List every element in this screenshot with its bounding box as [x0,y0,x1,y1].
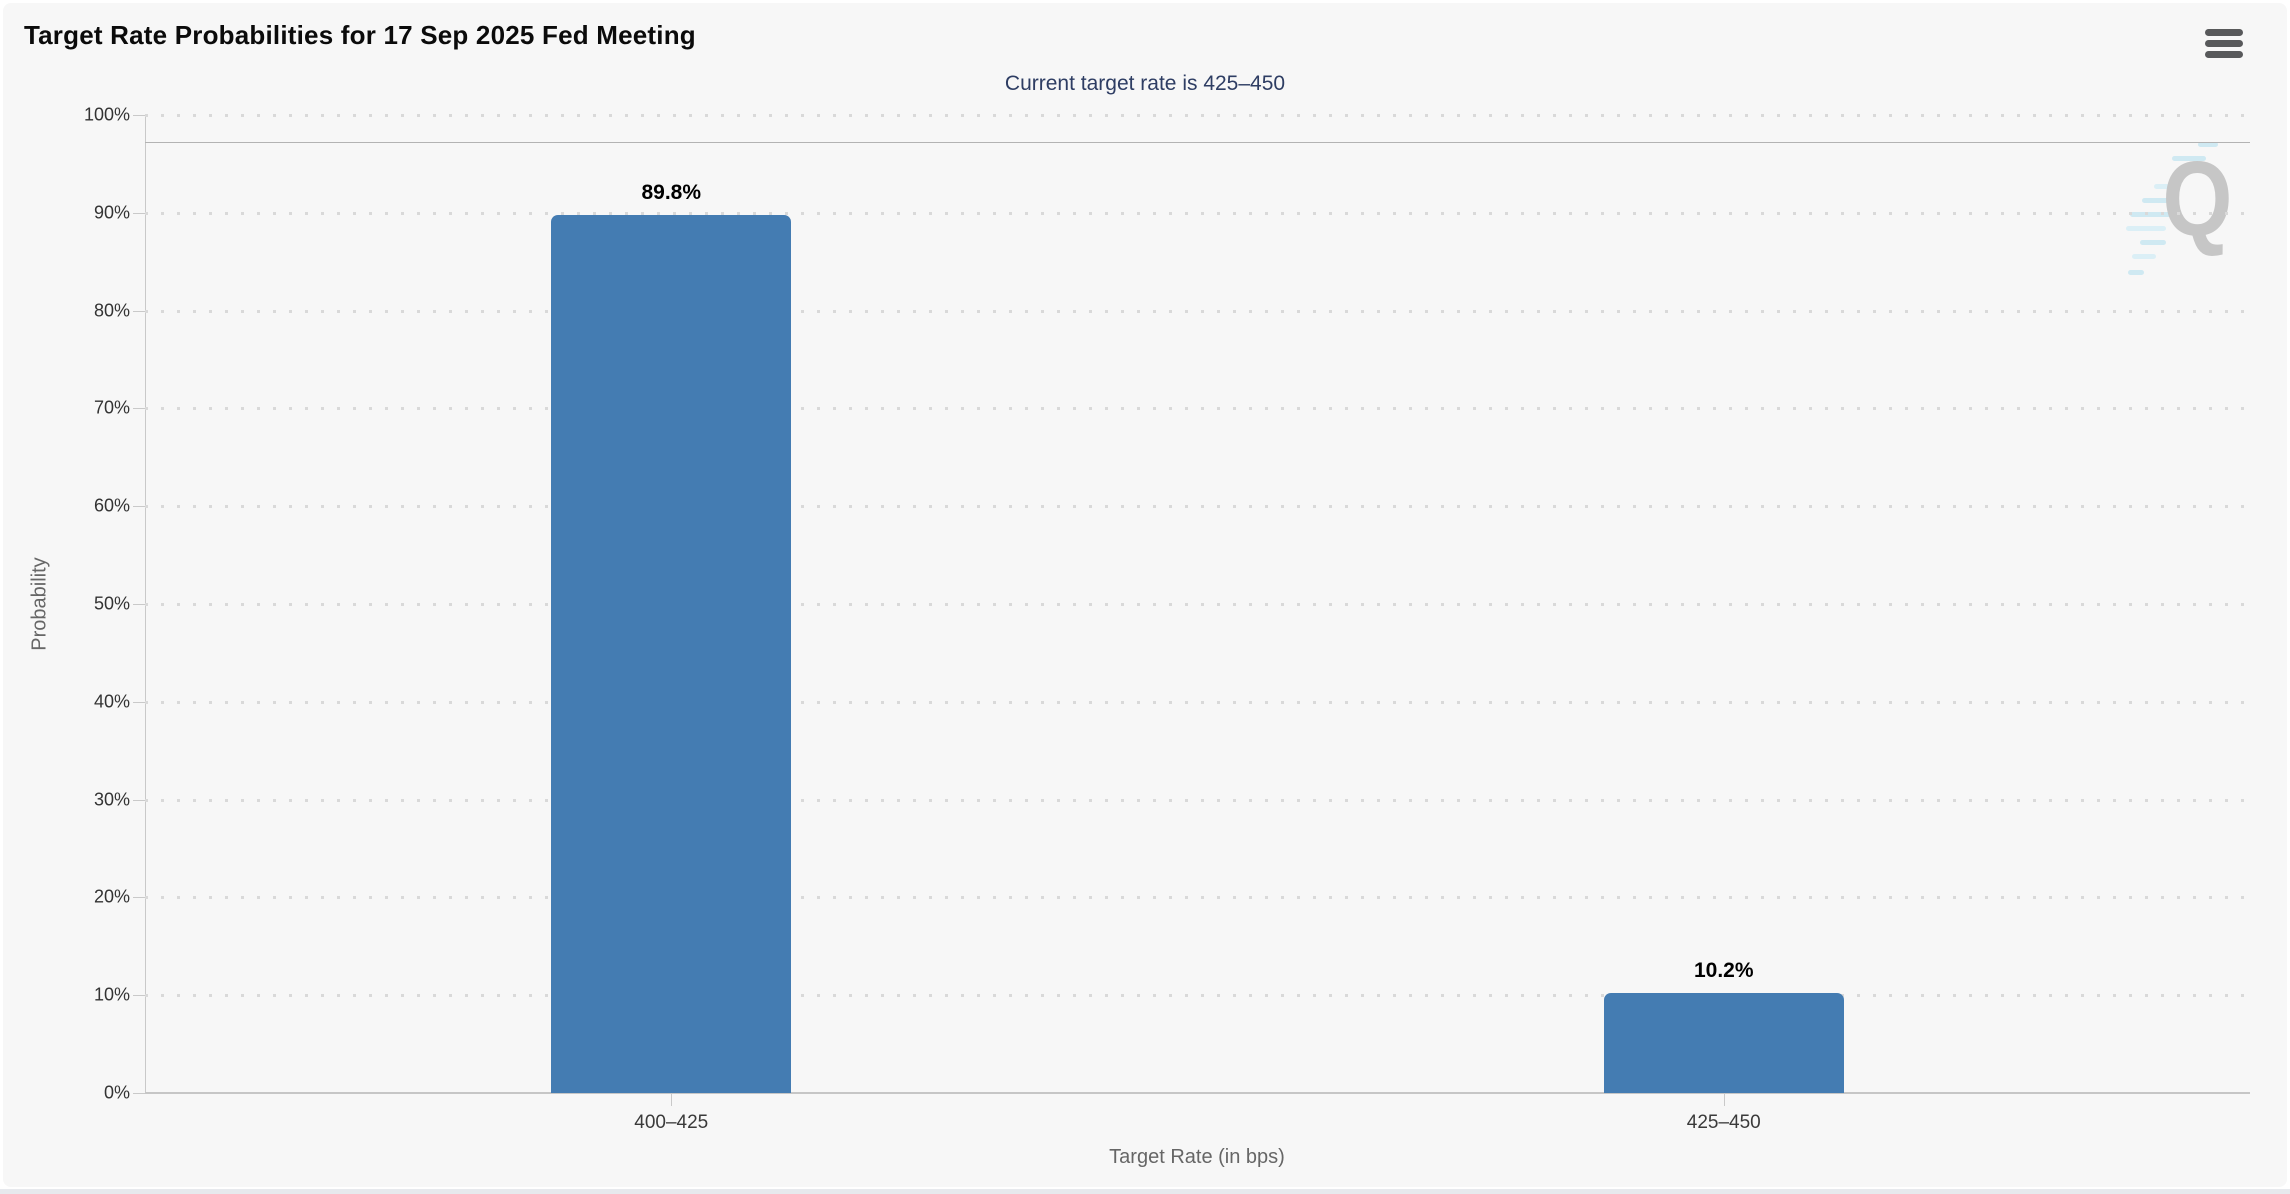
y-axis-tick [133,604,145,605]
x-axis-tick [1723,1094,1725,1106]
y-gridline [145,896,2250,900]
y-gridline [145,505,2250,509]
x-axis-category-label: 425–450 [1686,1112,1761,1133]
y-axis-tick-label: 0% [103,1082,130,1103]
y-axis-tick [133,995,145,997]
reference-line [145,142,2250,144]
y-axis-tick-label: 10% [93,984,130,1005]
chart-context-menu-button[interactable] [2201,24,2247,62]
y-gridline [145,700,2250,704]
y-axis-tick-label: 30% [93,789,130,810]
chart-subtitle: Current target rate is 425–450 [1004,72,1286,95]
hamburger-bar [2205,39,2243,47]
bottom-page-edge [0,1189,2290,1194]
y-gridline [145,114,2250,117]
y-axis-tick [133,897,145,899]
y-axis-tick [133,799,145,801]
y-axis-tick [133,115,145,116]
y-axis-tick [133,506,145,508]
y-axis-tick-label: 20% [93,886,130,907]
y-axis-tick-label: 50% [93,593,130,614]
bar-value-label: 89.8% [641,180,702,204]
y-axis-tick [133,701,145,703]
y-axis-tick-label: 80% [93,300,130,321]
x-axis-line [145,1092,2250,1094]
probability-bar[interactable] [551,214,792,1093]
y-gridline [145,309,2250,313]
chart-panel [3,3,2287,1187]
y-axis-tick-label: 60% [93,495,130,516]
y-axis-tick [133,408,145,410]
chart-title: Target Rate Probabilities for 17 Sep 202… [24,20,696,50]
x-axis-title: Target Rate (in bps) [1109,1146,1285,1168]
y-axis-tick-label: 70% [93,397,130,418]
y-axis-tick [133,1093,145,1094]
y-gridline [145,994,2250,998]
y-gridline [145,211,2250,215]
y-gridline [145,407,2250,411]
bar-value-label: 10.2% [1693,959,1754,983]
hamburger-bar [2205,28,2243,36]
y-axis-tick-label: 90% [93,202,130,223]
y-axis-tick-label: 100% [83,104,130,125]
y-gridline [145,798,2250,802]
x-axis-tick [671,1094,673,1106]
y-axis-tick [133,310,145,312]
x-axis-category-label: 400–425 [634,1112,709,1133]
y-gridline [145,603,2250,606]
y-axis-tick [133,212,145,214]
hamburger-bar [2205,50,2243,58]
hamburger-icon [2201,28,2247,58]
y-axis-tick-label: 40% [93,691,130,712]
probability-bar[interactable] [1603,993,1844,1093]
